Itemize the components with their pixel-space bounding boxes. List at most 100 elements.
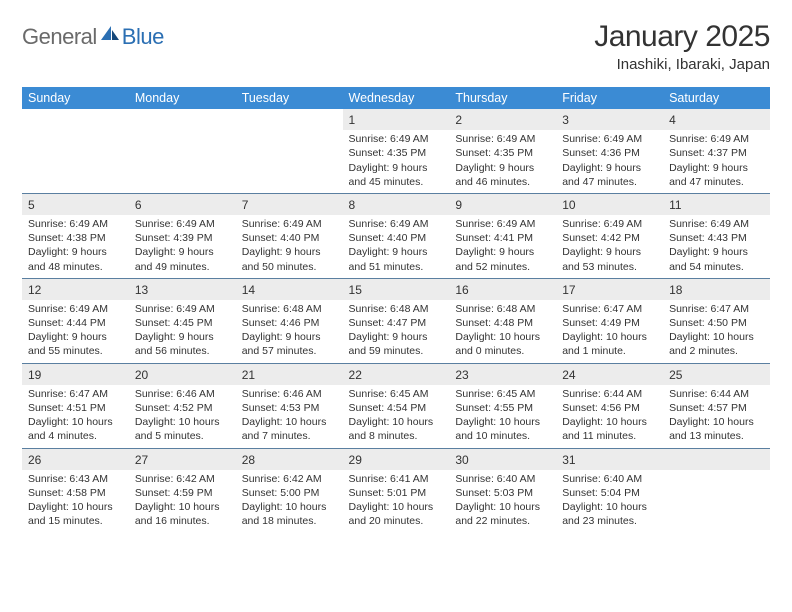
- daylight-line: Daylight: 10 hours and 0 minutes.: [455, 330, 550, 358]
- daylight-line: Daylight: 9 hours and 47 minutes.: [562, 161, 657, 189]
- day-number-cell: 14: [236, 278, 343, 300]
- day-info-cell: Sunrise: 6:42 AMSunset: 5:00 PMDaylight:…: [236, 470, 343, 533]
- day-info-cell: Sunrise: 6:49 AMSunset: 4:44 PMDaylight:…: [22, 300, 129, 363]
- day-info-cell: [22, 130, 129, 193]
- sunset-line: Sunset: 4:57 PM: [669, 401, 764, 415]
- weekday-header: Thursday: [449, 87, 556, 109]
- day-number-cell: 26: [22, 448, 129, 470]
- sunrise-line: Sunrise: 6:42 AM: [242, 472, 337, 486]
- sunset-line: Sunset: 4:40 PM: [242, 231, 337, 245]
- sunrise-line: Sunrise: 6:49 AM: [669, 217, 764, 231]
- daylight-line: Daylight: 9 hours and 56 minutes.: [135, 330, 230, 358]
- day-info-cell: Sunrise: 6:49 AMSunset: 4:41 PMDaylight:…: [449, 215, 556, 278]
- weekday-header-row: Sunday Monday Tuesday Wednesday Thursday…: [22, 87, 770, 109]
- sunrise-line: Sunrise: 6:49 AM: [562, 132, 657, 146]
- daylight-line: Daylight: 10 hours and 5 minutes.: [135, 415, 230, 443]
- sunset-line: Sunset: 4:58 PM: [28, 486, 123, 500]
- day-number-cell: 3: [556, 109, 663, 130]
- sunset-line: Sunset: 4:37 PM: [669, 146, 764, 160]
- sunrise-line: Sunrise: 6:49 AM: [669, 132, 764, 146]
- sunrise-line: Sunrise: 6:47 AM: [28, 387, 123, 401]
- sunrise-line: Sunrise: 6:44 AM: [669, 387, 764, 401]
- daylight-line: Daylight: 10 hours and 18 minutes.: [242, 500, 337, 528]
- sunrise-line: Sunrise: 6:48 AM: [349, 302, 444, 316]
- day-info-cell: Sunrise: 6:48 AMSunset: 4:47 PMDaylight:…: [343, 300, 450, 363]
- sunset-line: Sunset: 4:40 PM: [349, 231, 444, 245]
- sunset-line: Sunset: 4:51 PM: [28, 401, 123, 415]
- info-row: Sunrise: 6:49 AMSunset: 4:35 PMDaylight:…: [22, 130, 770, 193]
- sunset-line: Sunset: 4:39 PM: [135, 231, 230, 245]
- day-number-cell: 15: [343, 278, 450, 300]
- sunrise-line: Sunrise: 6:49 AM: [455, 217, 550, 231]
- sunset-line: Sunset: 4:48 PM: [455, 316, 550, 330]
- day-info-cell: Sunrise: 6:42 AMSunset: 4:59 PMDaylight:…: [129, 470, 236, 533]
- daylight-line: Daylight: 9 hours and 53 minutes.: [562, 245, 657, 273]
- day-info-cell: Sunrise: 6:40 AMSunset: 5:03 PMDaylight:…: [449, 470, 556, 533]
- daylight-line: Daylight: 10 hours and 23 minutes.: [562, 500, 657, 528]
- day-info-cell: Sunrise: 6:48 AMSunset: 4:46 PMDaylight:…: [236, 300, 343, 363]
- day-number-cell: 17: [556, 278, 663, 300]
- sunset-line: Sunset: 4:43 PM: [669, 231, 764, 245]
- sunset-line: Sunset: 4:49 PM: [562, 316, 657, 330]
- day-number-cell: 2: [449, 109, 556, 130]
- day-info-cell: Sunrise: 6:45 AMSunset: 4:54 PMDaylight:…: [343, 385, 450, 448]
- sunrise-line: Sunrise: 6:48 AM: [455, 302, 550, 316]
- day-number-cell: 18: [663, 278, 770, 300]
- sunset-line: Sunset: 4:45 PM: [135, 316, 230, 330]
- day-number-cell: 28: [236, 448, 343, 470]
- day-info-cell: Sunrise: 6:43 AMSunset: 4:58 PMDaylight:…: [22, 470, 129, 533]
- sunrise-line: Sunrise: 6:46 AM: [135, 387, 230, 401]
- day-number-cell: 11: [663, 193, 770, 215]
- daylight-line: Daylight: 9 hours and 50 minutes.: [242, 245, 337, 273]
- month-title: January 2025: [594, 20, 770, 54]
- sunrise-line: Sunrise: 6:45 AM: [349, 387, 444, 401]
- daylight-line: Daylight: 10 hours and 4 minutes.: [28, 415, 123, 443]
- calendar-table: Sunday Monday Tuesday Wednesday Thursday…: [22, 87, 770, 532]
- day-number-cell: [663, 448, 770, 470]
- logo-text-general: General: [22, 24, 97, 50]
- info-row: Sunrise: 6:47 AMSunset: 4:51 PMDaylight:…: [22, 385, 770, 448]
- sunset-line: Sunset: 5:04 PM: [562, 486, 657, 500]
- day-info-cell: Sunrise: 6:49 AMSunset: 4:42 PMDaylight:…: [556, 215, 663, 278]
- sunrise-line: Sunrise: 6:40 AM: [455, 472, 550, 486]
- day-number-cell: 24: [556, 363, 663, 385]
- sunrise-line: Sunrise: 6:41 AM: [349, 472, 444, 486]
- weekday-header: Monday: [129, 87, 236, 109]
- sunset-line: Sunset: 4:55 PM: [455, 401, 550, 415]
- sunrise-line: Sunrise: 6:49 AM: [349, 217, 444, 231]
- sunset-line: Sunset: 4:46 PM: [242, 316, 337, 330]
- weekday-header: Saturday: [663, 87, 770, 109]
- day-number-cell: 9: [449, 193, 556, 215]
- day-info-cell: Sunrise: 6:49 AMSunset: 4:38 PMDaylight:…: [22, 215, 129, 278]
- weekday-header: Sunday: [22, 87, 129, 109]
- sunrise-line: Sunrise: 6:49 AM: [28, 302, 123, 316]
- sunrise-line: Sunrise: 6:45 AM: [455, 387, 550, 401]
- day-info-cell: Sunrise: 6:49 AMSunset: 4:43 PMDaylight:…: [663, 215, 770, 278]
- weekday-header: Wednesday: [343, 87, 450, 109]
- calendar-body: 1234Sunrise: 6:49 AMSunset: 4:35 PMDayli…: [22, 109, 770, 532]
- sunrise-line: Sunrise: 6:49 AM: [562, 217, 657, 231]
- sunrise-line: Sunrise: 6:49 AM: [455, 132, 550, 146]
- weekday-header: Friday: [556, 87, 663, 109]
- day-number-cell: 23: [449, 363, 556, 385]
- day-number-cell: 6: [129, 193, 236, 215]
- daylight-line: Daylight: 10 hours and 8 minutes.: [349, 415, 444, 443]
- day-info-cell: Sunrise: 6:49 AMSunset: 4:36 PMDaylight:…: [556, 130, 663, 193]
- daynum-row: 1234: [22, 109, 770, 130]
- day-number-cell: 7: [236, 193, 343, 215]
- sunrise-line: Sunrise: 6:49 AM: [242, 217, 337, 231]
- daylight-line: Daylight: 10 hours and 10 minutes.: [455, 415, 550, 443]
- day-number-cell: 4: [663, 109, 770, 130]
- day-number-cell: 25: [663, 363, 770, 385]
- day-number-cell: 5: [22, 193, 129, 215]
- daylight-line: Daylight: 9 hours and 45 minutes.: [349, 161, 444, 189]
- sunrise-line: Sunrise: 6:49 AM: [28, 217, 123, 231]
- daynum-row: 567891011: [22, 193, 770, 215]
- sunset-line: Sunset: 4:52 PM: [135, 401, 230, 415]
- info-row: Sunrise: 6:43 AMSunset: 4:58 PMDaylight:…: [22, 470, 770, 533]
- day-number-cell: 21: [236, 363, 343, 385]
- sunset-line: Sunset: 5:01 PM: [349, 486, 444, 500]
- daylight-line: Daylight: 10 hours and 7 minutes.: [242, 415, 337, 443]
- day-info-cell: Sunrise: 6:44 AMSunset: 4:56 PMDaylight:…: [556, 385, 663, 448]
- day-number-cell: 1: [343, 109, 450, 130]
